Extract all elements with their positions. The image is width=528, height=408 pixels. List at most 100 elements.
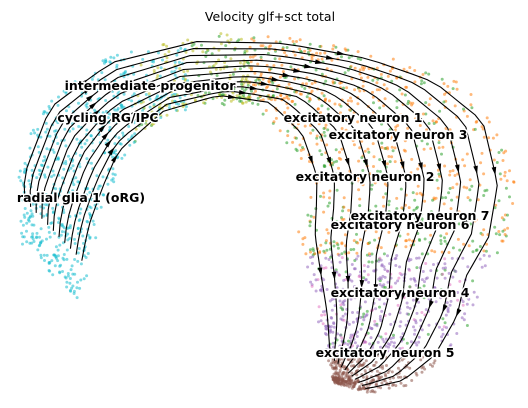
cell-point <box>221 93 224 97</box>
cell-point <box>476 198 480 202</box>
velocity-streamlines <box>23 41 498 390</box>
cell-point <box>261 98 265 102</box>
cell-point <box>346 343 350 346</box>
cell-point <box>421 220 425 224</box>
cell-point <box>412 208 416 212</box>
cell-point <box>163 84 167 88</box>
cell-point <box>381 274 385 278</box>
cell-point <box>347 322 351 326</box>
cell-point <box>296 115 300 119</box>
cell-point <box>334 137 338 141</box>
cell-point <box>287 82 291 86</box>
cell-point <box>33 131 37 135</box>
cell-point <box>487 120 491 124</box>
cluster-label: excitatory neuron 4 <box>331 285 470 300</box>
cell-point <box>329 325 333 329</box>
cell-point <box>322 163 326 167</box>
cell-point <box>382 83 386 87</box>
cell-point <box>332 325 336 329</box>
cell-point <box>352 247 356 251</box>
cell-point <box>358 204 362 208</box>
cell-point <box>191 49 195 53</box>
cell-points <box>17 32 516 394</box>
cell-point <box>408 366 412 370</box>
cell-point <box>148 105 152 109</box>
cell-point <box>343 299 347 303</box>
cell-point <box>117 89 121 93</box>
cell-point <box>66 232 70 236</box>
cell-point <box>370 252 374 256</box>
cell-point <box>167 50 171 54</box>
cell-point <box>27 216 31 220</box>
cell-point <box>453 294 457 298</box>
cell-point <box>310 55 314 59</box>
cell-point <box>448 128 452 132</box>
cell-point <box>458 279 462 283</box>
cell-point <box>312 273 316 277</box>
velocity-streamline <box>41 59 443 380</box>
cell-point <box>47 269 51 272</box>
cell-point <box>322 172 326 176</box>
cell-point <box>341 308 345 312</box>
cell-point <box>272 120 276 124</box>
cell-point <box>247 93 251 97</box>
cell-point <box>119 73 123 77</box>
streamline-arrowhead <box>111 154 118 163</box>
cell-point <box>31 202 35 206</box>
cell-point <box>78 165 82 169</box>
cell-point <box>415 256 419 260</box>
cell-point <box>375 296 379 299</box>
cell-point <box>241 101 245 105</box>
cell-point <box>463 312 467 316</box>
cell-point <box>398 234 402 238</box>
cell-point <box>95 174 99 178</box>
cell-point <box>441 272 445 276</box>
cell-point <box>320 91 324 95</box>
cell-point <box>487 209 491 213</box>
cell-point <box>319 194 322 198</box>
cell-point <box>89 161 93 165</box>
cell-point <box>217 93 221 97</box>
cell-point <box>175 53 179 57</box>
cell-point <box>444 313 448 317</box>
cell-point <box>386 349 390 353</box>
cell-point <box>491 136 495 140</box>
cell-point <box>31 237 35 241</box>
cell-point <box>37 244 41 248</box>
cell-point <box>244 100 248 104</box>
cell-point <box>449 207 453 211</box>
cell-point <box>363 174 367 177</box>
streamline-arrowhead <box>491 166 497 176</box>
velocity-streamline <box>58 76 389 371</box>
cell-point <box>254 89 257 93</box>
cell-point <box>429 210 433 214</box>
streamline-arrowhead <box>401 292 406 301</box>
cell-point <box>480 265 484 269</box>
cell-point <box>67 154 70 158</box>
cell-point <box>279 93 283 97</box>
cell-point <box>373 323 377 327</box>
cell-point <box>53 231 57 235</box>
cell-point <box>380 263 384 267</box>
cell-point <box>428 363 432 367</box>
cell-point <box>439 239 443 242</box>
streamline-arrowhead <box>89 102 97 110</box>
cell-point <box>113 142 117 146</box>
cell-point <box>332 321 336 325</box>
cell-point <box>321 310 325 314</box>
cell-point <box>413 69 417 72</box>
cell-point <box>422 296 426 300</box>
cell-point <box>285 96 289 99</box>
cell-point <box>211 81 215 85</box>
cell-point <box>497 199 501 203</box>
cell-point <box>470 184 474 188</box>
cell-point <box>420 366 424 370</box>
cell-point <box>88 114 92 118</box>
cell-point <box>266 52 270 55</box>
cell-point <box>93 121 97 125</box>
cell-point <box>145 86 149 90</box>
cell-point <box>243 52 247 55</box>
cell-point <box>152 69 156 72</box>
cell-point <box>424 308 428 312</box>
